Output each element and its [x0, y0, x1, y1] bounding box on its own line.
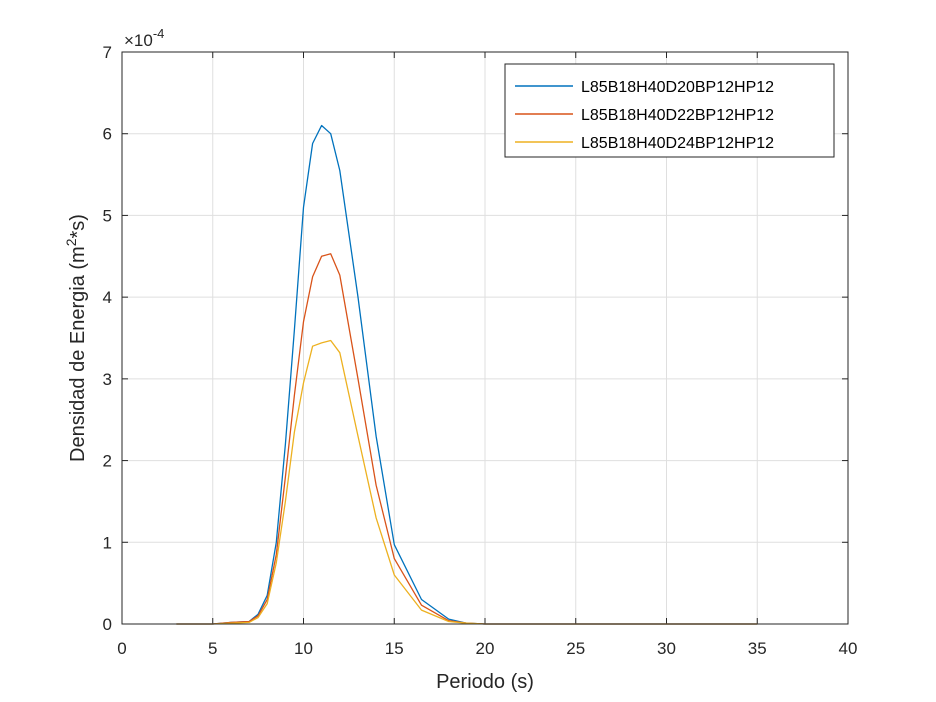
- y-tick-label: 4: [103, 288, 112, 307]
- x-tick-label: 35: [748, 639, 767, 658]
- x-tick-label: 25: [566, 639, 585, 658]
- x-tick-label: 15: [385, 639, 404, 658]
- legend-label-2: L85B18H40D22BP12HP12: [581, 107, 774, 124]
- y-tick-label: 0: [103, 615, 112, 634]
- y-tick-labels: 0 1 2 3 4 5 6 7: [103, 43, 112, 634]
- y-axis-label-superscript: 2: [63, 238, 79, 246]
- y-exponent-label: ×10-4: [124, 26, 164, 50]
- x-tick-labels: 0 5 10 15 20 25 30 35 40: [117, 639, 857, 658]
- y-exponent-power: -4: [153, 26, 165, 41]
- y-axis-label: Densidad de Energia (m2*s): [63, 214, 89, 462]
- legend: L85B18H40D20BP12HP12 L85B18H40D22BP12HP12…: [504, 63, 835, 158]
- plot-frame: [121, 51, 849, 625]
- legend-items: L85B18H40D20BP12HP12 L85B18H40D22BP12HP12…: [515, 79, 774, 152]
- y-tick-label: 3: [103, 370, 112, 389]
- x-tick-label: 0: [117, 639, 126, 658]
- y-tick-label: 5: [103, 206, 112, 225]
- y-tick-label: 7: [103, 43, 112, 62]
- legend-label-3: L85B18H40D24BP12HP12: [581, 135, 774, 152]
- x-tick-label: 5: [208, 639, 217, 658]
- x-tick-label: 30: [657, 639, 676, 658]
- y-tick-label: 6: [103, 125, 112, 144]
- x-tick-label: 20: [476, 639, 495, 658]
- x-tick-label: 10: [294, 639, 313, 658]
- y-tick-label: 1: [103, 533, 112, 552]
- y-axis-label-tail: *s): [67, 214, 89, 238]
- legend-label-1: L85B18H40D20BP12HP12: [581, 79, 774, 96]
- y-tick-label: 2: [103, 452, 112, 471]
- x-tick-label: 40: [839, 639, 858, 658]
- x-axis-label: Periodo (s): [436, 671, 534, 693]
